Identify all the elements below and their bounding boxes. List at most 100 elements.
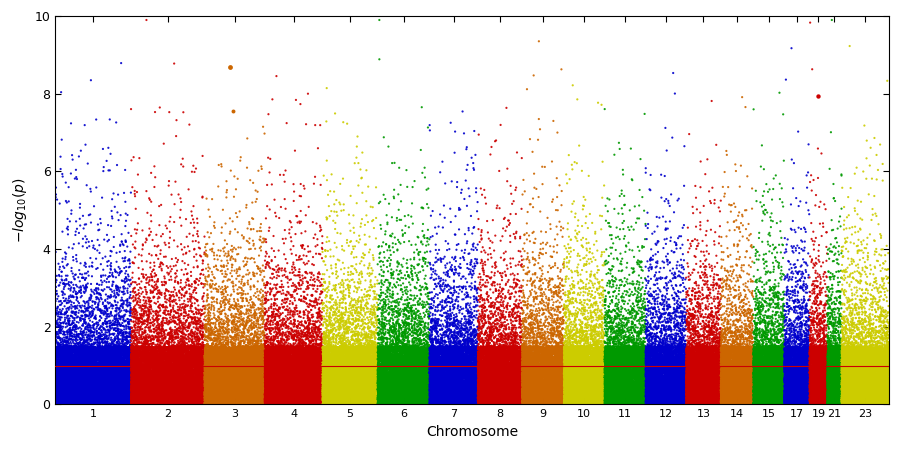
Point xyxy=(334,288,348,296)
Point xyxy=(724,252,738,259)
Point xyxy=(231,391,246,398)
Point xyxy=(426,361,440,368)
Point xyxy=(562,377,577,384)
Point xyxy=(706,336,721,343)
Point xyxy=(498,372,512,379)
Point xyxy=(614,346,628,353)
Point xyxy=(397,385,411,392)
Point xyxy=(117,312,131,319)
Point xyxy=(535,296,549,303)
Point xyxy=(142,397,157,405)
Point xyxy=(198,394,212,401)
Point xyxy=(500,302,514,309)
Point xyxy=(170,292,184,299)
Point xyxy=(591,333,606,340)
Point xyxy=(348,315,363,322)
Point xyxy=(580,375,595,382)
Point xyxy=(437,299,452,306)
Point xyxy=(715,378,729,385)
Point xyxy=(224,394,238,401)
Point xyxy=(169,399,184,406)
Point xyxy=(603,336,617,343)
Point xyxy=(386,344,400,351)
Point xyxy=(742,376,757,383)
Point xyxy=(50,320,65,327)
Point xyxy=(566,375,580,382)
Point xyxy=(338,382,353,390)
Point xyxy=(831,358,845,365)
Point xyxy=(291,381,305,388)
Point xyxy=(265,379,279,386)
Point xyxy=(238,375,253,382)
Point xyxy=(488,317,502,324)
Point xyxy=(423,390,437,397)
Point xyxy=(93,368,107,375)
Point xyxy=(515,356,529,363)
Point xyxy=(735,360,750,367)
Point xyxy=(548,355,562,362)
Point xyxy=(738,354,752,361)
Point xyxy=(729,399,743,406)
Point xyxy=(528,396,543,404)
Point xyxy=(453,371,467,378)
Point xyxy=(845,383,859,391)
Point xyxy=(372,398,386,405)
Point xyxy=(348,356,363,363)
Point xyxy=(526,382,540,389)
Point xyxy=(285,396,300,403)
Point xyxy=(76,282,90,289)
Point xyxy=(809,354,824,361)
Point xyxy=(875,380,889,387)
Point xyxy=(540,356,554,363)
Point xyxy=(734,380,749,387)
Point xyxy=(862,356,877,363)
Point xyxy=(256,385,271,392)
Point xyxy=(873,355,887,362)
Point xyxy=(553,377,567,384)
Point xyxy=(158,399,172,406)
Point xyxy=(567,318,581,325)
Point xyxy=(802,369,816,377)
Point xyxy=(194,381,208,388)
Point xyxy=(151,367,166,374)
Point xyxy=(784,324,798,332)
Point xyxy=(274,331,288,338)
Point xyxy=(681,347,696,355)
Point xyxy=(135,378,149,386)
Point xyxy=(711,340,725,347)
Point xyxy=(760,279,774,286)
Point xyxy=(566,366,580,373)
Point xyxy=(649,344,663,351)
Point xyxy=(72,382,86,390)
Point xyxy=(711,369,725,376)
Point xyxy=(706,380,720,387)
Point xyxy=(805,381,819,388)
Point xyxy=(190,376,204,383)
Point xyxy=(194,323,208,330)
Point xyxy=(530,346,544,353)
Point xyxy=(656,366,670,373)
Point xyxy=(879,372,894,379)
Point xyxy=(631,376,645,383)
Point xyxy=(133,372,148,379)
Point xyxy=(302,344,316,351)
Point xyxy=(168,384,183,392)
Point xyxy=(856,368,870,375)
Point xyxy=(770,398,784,405)
Point xyxy=(320,360,335,368)
Point xyxy=(228,395,242,402)
Point xyxy=(844,373,859,380)
Point xyxy=(335,310,349,317)
Point xyxy=(873,343,887,350)
Point xyxy=(323,293,338,300)
Point xyxy=(730,384,744,392)
Point xyxy=(85,374,99,382)
Point xyxy=(246,346,260,354)
Point xyxy=(265,393,279,400)
Point xyxy=(625,375,639,382)
Point xyxy=(432,371,446,378)
Point xyxy=(158,241,173,248)
Point xyxy=(110,382,124,390)
Point xyxy=(90,369,104,376)
Point xyxy=(703,358,717,365)
